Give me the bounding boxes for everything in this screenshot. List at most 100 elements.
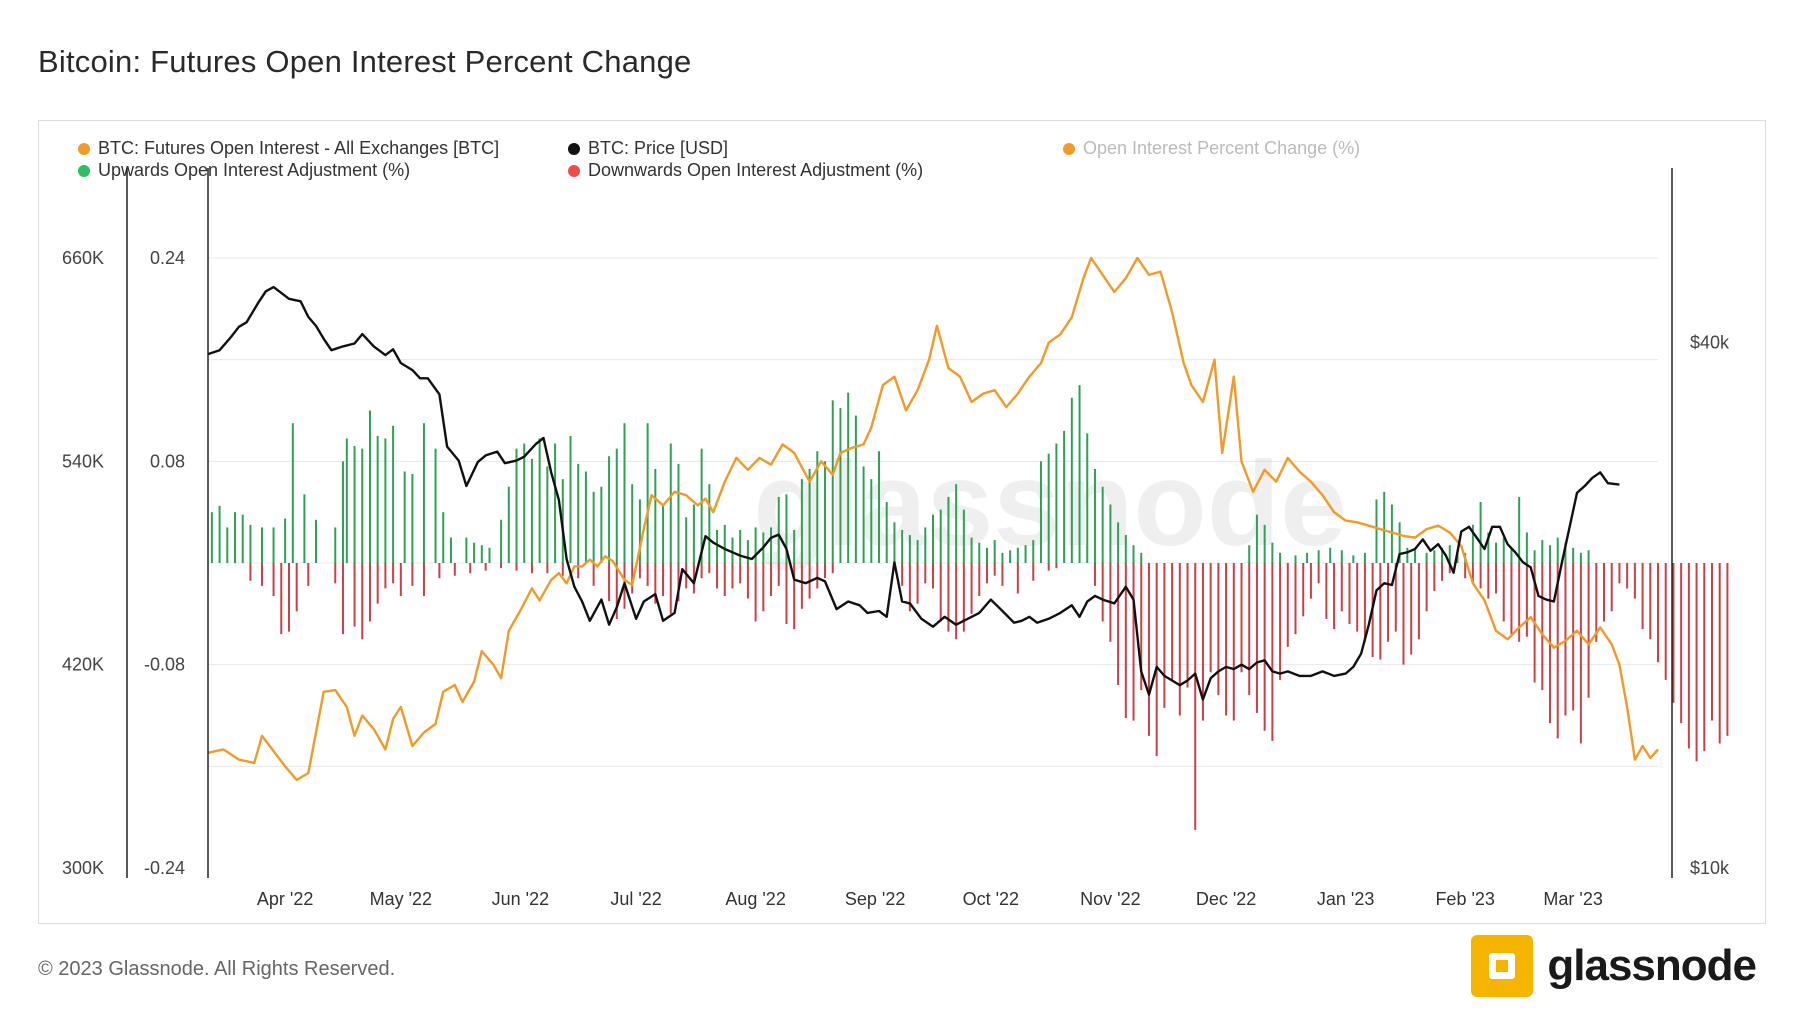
- upwards-bar: [249, 524, 252, 563]
- downwards-bar: [341, 563, 344, 635]
- upwards-bar: [1340, 550, 1343, 563]
- upwards-bar: [1039, 461, 1042, 563]
- oi-tick-label: 300K: [62, 858, 104, 878]
- downwards-bar: [1047, 563, 1050, 571]
- downwards-bar: [399, 563, 402, 597]
- upwards-bar: [615, 448, 618, 563]
- legend-item-open-interest[interactable]: BTC: Futures Open Interest - All Exchang…: [78, 138, 499, 159]
- downwards-bar: [615, 563, 618, 619]
- downwards-bar: [716, 563, 719, 589]
- downwards-bar: [1541, 563, 1544, 691]
- downwards-bar: [1356, 563, 1359, 632]
- upwards-bar: [1556, 537, 1559, 563]
- downwards-bar: [422, 563, 425, 597]
- legend-item-downwards-adjustment[interactable]: Downwards Open Interest Adjustment (%): [568, 160, 923, 181]
- upwards-bar: [885, 502, 888, 563]
- upwards-adjustment-bars: [210, 385, 1590, 563]
- downwards-bar: [1178, 563, 1181, 716]
- downwards-bar: [1001, 563, 1004, 586]
- upwards-bar: [1363, 552, 1366, 563]
- upwards-bar: [218, 505, 221, 563]
- downwards-bar: [1441, 563, 1444, 581]
- upwards-bar: [1441, 547, 1444, 563]
- downwards-bar: [1664, 563, 1667, 680]
- downwards-bar: [384, 563, 387, 589]
- upwards-bar: [1255, 514, 1258, 563]
- upwards-bar: [1541, 540, 1544, 563]
- upwards-bar: [1055, 443, 1058, 563]
- downwards-bar: [1433, 563, 1436, 591]
- upwards-bar: [785, 494, 788, 563]
- downwards-bar: [1402, 563, 1405, 665]
- downwards-bar: [970, 563, 973, 614]
- downwards-bar: [1417, 563, 1420, 640]
- upwards-bar: [584, 471, 587, 563]
- upwards-bar: [384, 438, 387, 563]
- upwards-bar: [1433, 550, 1436, 563]
- downwards-bar: [368, 563, 371, 622]
- upwards-bar: [662, 504, 665, 563]
- upwards-bar: [226, 527, 229, 563]
- upwards-bar: [939, 509, 942, 563]
- upwards-bar: [1329, 547, 1332, 563]
- upwards-bar: [303, 494, 306, 563]
- downwards-bar: [1348, 563, 1351, 624]
- downwards-bar: [1232, 563, 1235, 721]
- legend-label: BTC: Price [USD]: [588, 138, 729, 158]
- upwards-bar: [1510, 547, 1513, 563]
- brand-logo: glassnode: [1471, 935, 1757, 997]
- downwards-bar: [700, 563, 703, 579]
- upwards-bar: [1533, 550, 1536, 563]
- legend-dot-orange-icon: [1063, 142, 1075, 155]
- downwards-bar: [955, 563, 958, 640]
- downwards-bar: [1710, 563, 1713, 721]
- downwards-bar: [1255, 563, 1258, 713]
- brand-name: glassnode: [1547, 941, 1757, 990]
- upwards-bar: [1140, 552, 1143, 563]
- price-line: [207, 285, 1620, 701]
- downwards-bar: [1240, 563, 1243, 673]
- downwards-bar: [1649, 563, 1652, 640]
- upwards-bar: [669, 443, 672, 563]
- upwards-bar: [1317, 550, 1320, 563]
- downwards-bar: [1618, 563, 1621, 584]
- upwards-bar: [916, 540, 919, 563]
- upwards-bar: [1070, 397, 1073, 563]
- upwards-bar: [1279, 552, 1282, 563]
- legend-item-upwards-adjustment[interactable]: Upwards Open Interest Adjustment (%): [78, 160, 410, 181]
- upwards-bar: [260, 527, 263, 563]
- upwards-bar: [1047, 453, 1050, 563]
- upwards-bar: [1549, 545, 1552, 563]
- upwards-bar: [1487, 532, 1490, 563]
- upwards-bar: [392, 425, 395, 563]
- legend-label: Upwards Open Interest Adjustment (%): [98, 160, 411, 180]
- downwards-bar: [1556, 563, 1559, 739]
- chart-legend: BTC: Futures Open Interest - All Exchang…: [78, 138, 1478, 182]
- downwards-bar: [484, 563, 487, 571]
- downwards-bar: [669, 563, 672, 614]
- upwards-bar: [353, 446, 356, 563]
- downwards-bar: [677, 563, 680, 602]
- downwards-bar: [469, 563, 472, 574]
- downwards-bar: [1626, 563, 1629, 589]
- watermark: glassnode: [753, 437, 1347, 571]
- downwards-bar: [1680, 563, 1683, 724]
- month-tick-label: Apr '22: [257, 889, 313, 909]
- month-tick-label: Jul '22: [610, 889, 661, 909]
- downwards-bar: [1703, 563, 1706, 752]
- upwards-bar: [723, 524, 726, 563]
- upwards-bar: [1579, 552, 1582, 563]
- upwards-bar: [538, 438, 541, 563]
- axis-ticks: 660K 540K 420K 300K 0.24 0.08 -0.08 -0.24 $40k $1…: [62, 248, 1730, 909]
- downwards-bar: [1132, 563, 1135, 721]
- legend-item-price[interactable]: BTC: Price [USD]: [568, 138, 728, 159]
- legend-item-oi-percent-change[interactable]: Open Interest Percent Change (%): [1063, 138, 1360, 159]
- downwards-bar: [515, 563, 518, 571]
- upwards-bar: [870, 479, 873, 563]
- upwards-bar: [1009, 550, 1012, 563]
- downwards-bar: [662, 563, 665, 597]
- downwards-bar: [746, 563, 749, 599]
- upwards-bar: [1383, 491, 1386, 563]
- downwards-bar: [546, 563, 549, 574]
